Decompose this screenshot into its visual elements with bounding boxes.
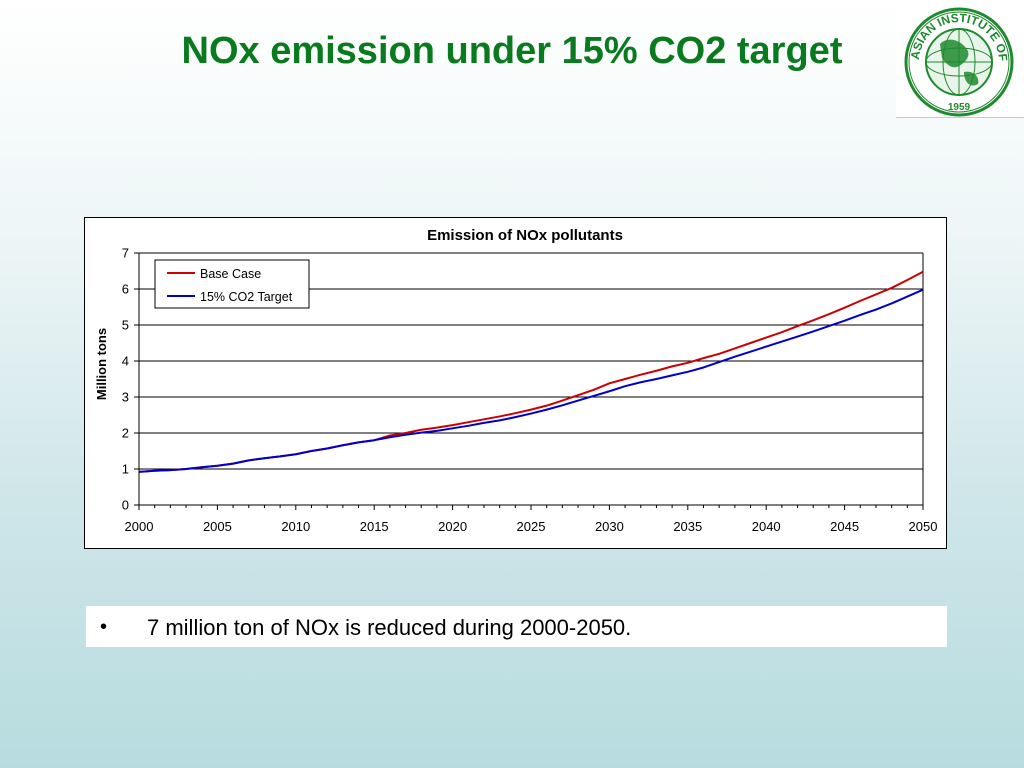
y-tick-label: 4 bbox=[122, 354, 129, 369]
bullet-box: • 7 million ton of NOx is reduced during… bbox=[86, 606, 947, 647]
x-tick-label: 2040 bbox=[752, 519, 781, 534]
x-tick-label: 2045 bbox=[830, 519, 859, 534]
legend-label-base-case: Base Case bbox=[200, 267, 261, 281]
chart-svg: Emission of NOx pollutants Million tons … bbox=[94, 227, 938, 535]
logo-divider bbox=[896, 117, 1024, 118]
bullet-text: 7 million ton of NOx is reduced during 2… bbox=[147, 615, 632, 640]
nox-chart: Emission of NOx pollutants Million tons … bbox=[84, 217, 947, 549]
legend: Base Case 15% CO2 Target bbox=[154, 259, 310, 309]
logo-year: 1959 bbox=[948, 102, 971, 113]
axes: 0 1 2 3 4 5 6 7 2000 2005 2010 2015 2020 2025 2030 2035… bbox=[122, 246, 938, 535]
y-axis-label: Million tons bbox=[94, 328, 109, 400]
ait-logo: ASIAN INSTITUTE OF TECHNOLOGY 1959 bbox=[891, 0, 1024, 118]
x-tick-label: 2050 bbox=[909, 519, 938, 534]
x-tick-label: 2030 bbox=[595, 519, 624, 534]
x-tick-label: 2015 bbox=[360, 519, 389, 534]
series-lines bbox=[138, 270, 924, 473]
y-tick-label: 6 bbox=[122, 282, 129, 297]
legend-box bbox=[154, 259, 310, 309]
bullet-marker: • bbox=[100, 616, 108, 638]
series-line-15-co2-target bbox=[138, 288, 924, 473]
y-tick-label: 5 bbox=[122, 318, 129, 333]
x-tick-label: 2010 bbox=[281, 519, 310, 534]
x-tick-label: 2035 bbox=[673, 519, 702, 534]
x-tick-label: 2025 bbox=[517, 519, 546, 534]
x-tick-label: 2000 bbox=[125, 519, 154, 534]
y-tick-label: 2 bbox=[122, 426, 129, 441]
grid-lines bbox=[139, 252, 923, 470]
slide-title: NOx emission under 15% CO2 target bbox=[181, 30, 843, 72]
chart-title: Emission of NOx pollutants bbox=[427, 227, 623, 244]
x-tick-label: 2005 bbox=[203, 519, 232, 534]
x-tick-label: 2020 bbox=[438, 519, 467, 534]
ait-logo-emblem: ASIAN INSTITUTE OF TECHNOLOGY 1959 bbox=[891, 0, 1014, 117]
y-tick-label: 7 bbox=[122, 246, 129, 261]
y-tick-label: 0 bbox=[122, 498, 129, 513]
y-tick-label: 1 bbox=[122, 462, 129, 477]
y-tick-label: 3 bbox=[122, 390, 129, 405]
legend-label-target: 15% CO2 Target bbox=[200, 290, 293, 304]
